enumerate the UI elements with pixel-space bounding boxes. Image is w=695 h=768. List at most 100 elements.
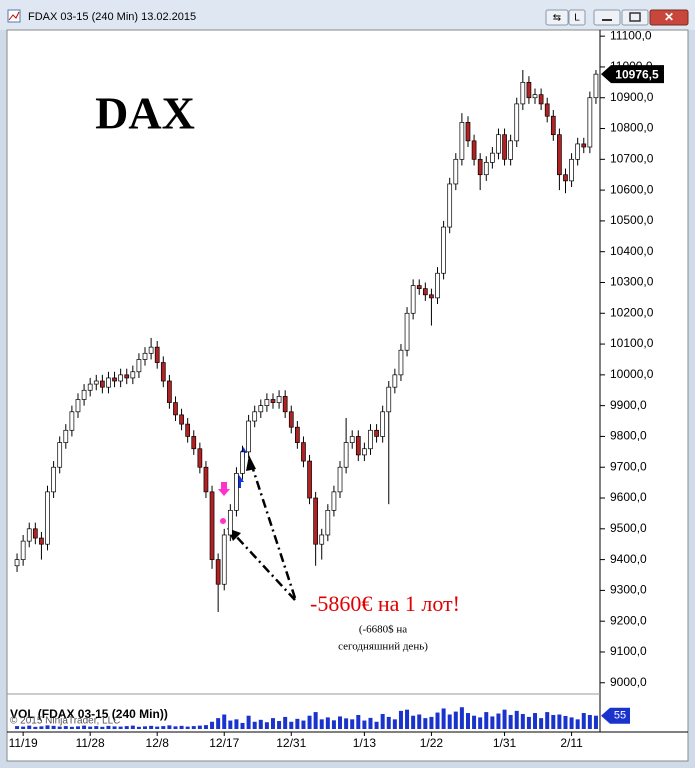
volume-bar	[587, 714, 592, 729]
volume-bar	[563, 715, 568, 729]
candle-body	[435, 272, 440, 299]
volume-bar	[307, 715, 312, 729]
candle-body	[538, 94, 544, 105]
volume-bar	[228, 720, 233, 729]
volume-bar	[203, 725, 208, 729]
volume-bar	[344, 718, 349, 729]
volume-bar	[533, 713, 538, 729]
x-tick-label: 12/17	[209, 736, 239, 750]
volume-bar	[21, 726, 26, 729]
window-title: FDAX 03-15 (240 Min) 13.02.2015	[28, 11, 196, 23]
candle-body	[398, 349, 404, 376]
candle-body	[416, 285, 422, 289]
volume-bar	[252, 721, 257, 729]
maximize-button[interactable]	[621, 9, 649, 26]
candle-body	[227, 509, 233, 536]
volume-bar	[210, 721, 215, 729]
y-tick-label: 9100,0	[610, 644, 647, 658]
candle-body	[93, 380, 99, 385]
volume-bar	[33, 726, 38, 729]
volume-bar	[338, 716, 343, 729]
candle-body	[45, 491, 50, 545]
candle-body	[337, 466, 343, 493]
y-tick-label: 10800,0	[610, 121, 654, 135]
minimize-button[interactable]	[593, 9, 621, 26]
y-tick-label: 10100,0	[610, 336, 654, 350]
link-button[interactable]	[545, 9, 569, 26]
candle-body	[410, 285, 416, 314]
candle-body	[142, 352, 148, 360]
volume-bar	[155, 726, 160, 729]
volume-bar	[356, 714, 361, 729]
close-button[interactable]	[649, 9, 689, 26]
volume-bar	[179, 725, 184, 729]
volume-bar	[350, 719, 355, 729]
volume-bar	[545, 712, 550, 729]
y-tick-label: 10200,0	[610, 305, 654, 319]
candle-body	[154, 346, 160, 363]
candle-body	[502, 134, 507, 160]
volume-bar	[417, 714, 422, 729]
candle-body	[197, 448, 203, 468]
x-tick-label: 12/31	[276, 736, 306, 750]
volume-bar	[27, 725, 32, 729]
y-tick-label: 10500,0	[610, 213, 654, 227]
candle-body	[179, 414, 184, 425]
y-tick-label: 9900,0	[610, 398, 647, 412]
candle-body	[258, 405, 264, 413]
buy-arrow	[234, 475, 244, 488]
candle-body	[160, 362, 166, 382]
l-button[interactable]	[568, 9, 586, 26]
x-tick-label: 2/11	[560, 736, 583, 750]
candle-body	[593, 73, 599, 99]
maximize-icon	[629, 12, 641, 22]
volume-bar	[453, 711, 458, 729]
candle-body	[51, 466, 56, 493]
y-tick-label: 9700,0	[610, 459, 647, 473]
volume-value-label: 55	[614, 710, 626, 722]
volume-bar	[161, 726, 166, 729]
volume-bar	[130, 725, 135, 729]
chart-panel	[6, 29, 689, 762]
candle-body	[575, 143, 581, 160]
candle-body	[569, 158, 574, 182]
volume-bar	[301, 720, 306, 729]
candle-body	[118, 374, 123, 382]
volume-bar	[106, 725, 111, 729]
volume-bar	[51, 725, 56, 729]
volume-bar	[539, 718, 544, 729]
candle-body	[173, 402, 178, 416]
candle-body	[185, 423, 191, 437]
volume-bar	[118, 726, 123, 729]
candle-body	[563, 174, 568, 182]
volume-bar	[392, 719, 397, 729]
volume-bar	[368, 717, 373, 729]
volume-bar	[15, 726, 20, 729]
volume-bar	[386, 716, 391, 729]
annotation-arrow	[233, 533, 296, 601]
volume-bar	[435, 712, 440, 729]
candle-body	[26, 528, 32, 542]
volume-label: VOL (FDAX 03-15 (240 Min))	[10, 707, 168, 721]
candle-body	[490, 152, 495, 163]
chart-title: DAX	[95, 88, 195, 139]
y-tick-label: 10700,0	[610, 151, 654, 165]
volume-bar	[313, 712, 318, 729]
volume-bar	[88, 726, 93, 729]
candle-body	[355, 436, 361, 456]
candle-body	[392, 374, 398, 388]
candle-body	[459, 122, 465, 160]
volume-bar	[167, 725, 172, 729]
volume-bar	[240, 722, 245, 729]
candle-body	[331, 491, 337, 511]
candle-body	[496, 134, 501, 154]
copyright: © 2015 NinjaTrader, LLC	[10, 716, 120, 727]
candle-body	[477, 158, 483, 176]
candle-body	[544, 103, 550, 117]
candle-body	[276, 396, 282, 403]
annotation-note: (-6680$ на	[359, 624, 407, 636]
volume-bar	[264, 722, 269, 729]
volume-bar	[484, 712, 489, 729]
volume-bar	[222, 714, 227, 729]
volume-bar	[325, 717, 330, 729]
